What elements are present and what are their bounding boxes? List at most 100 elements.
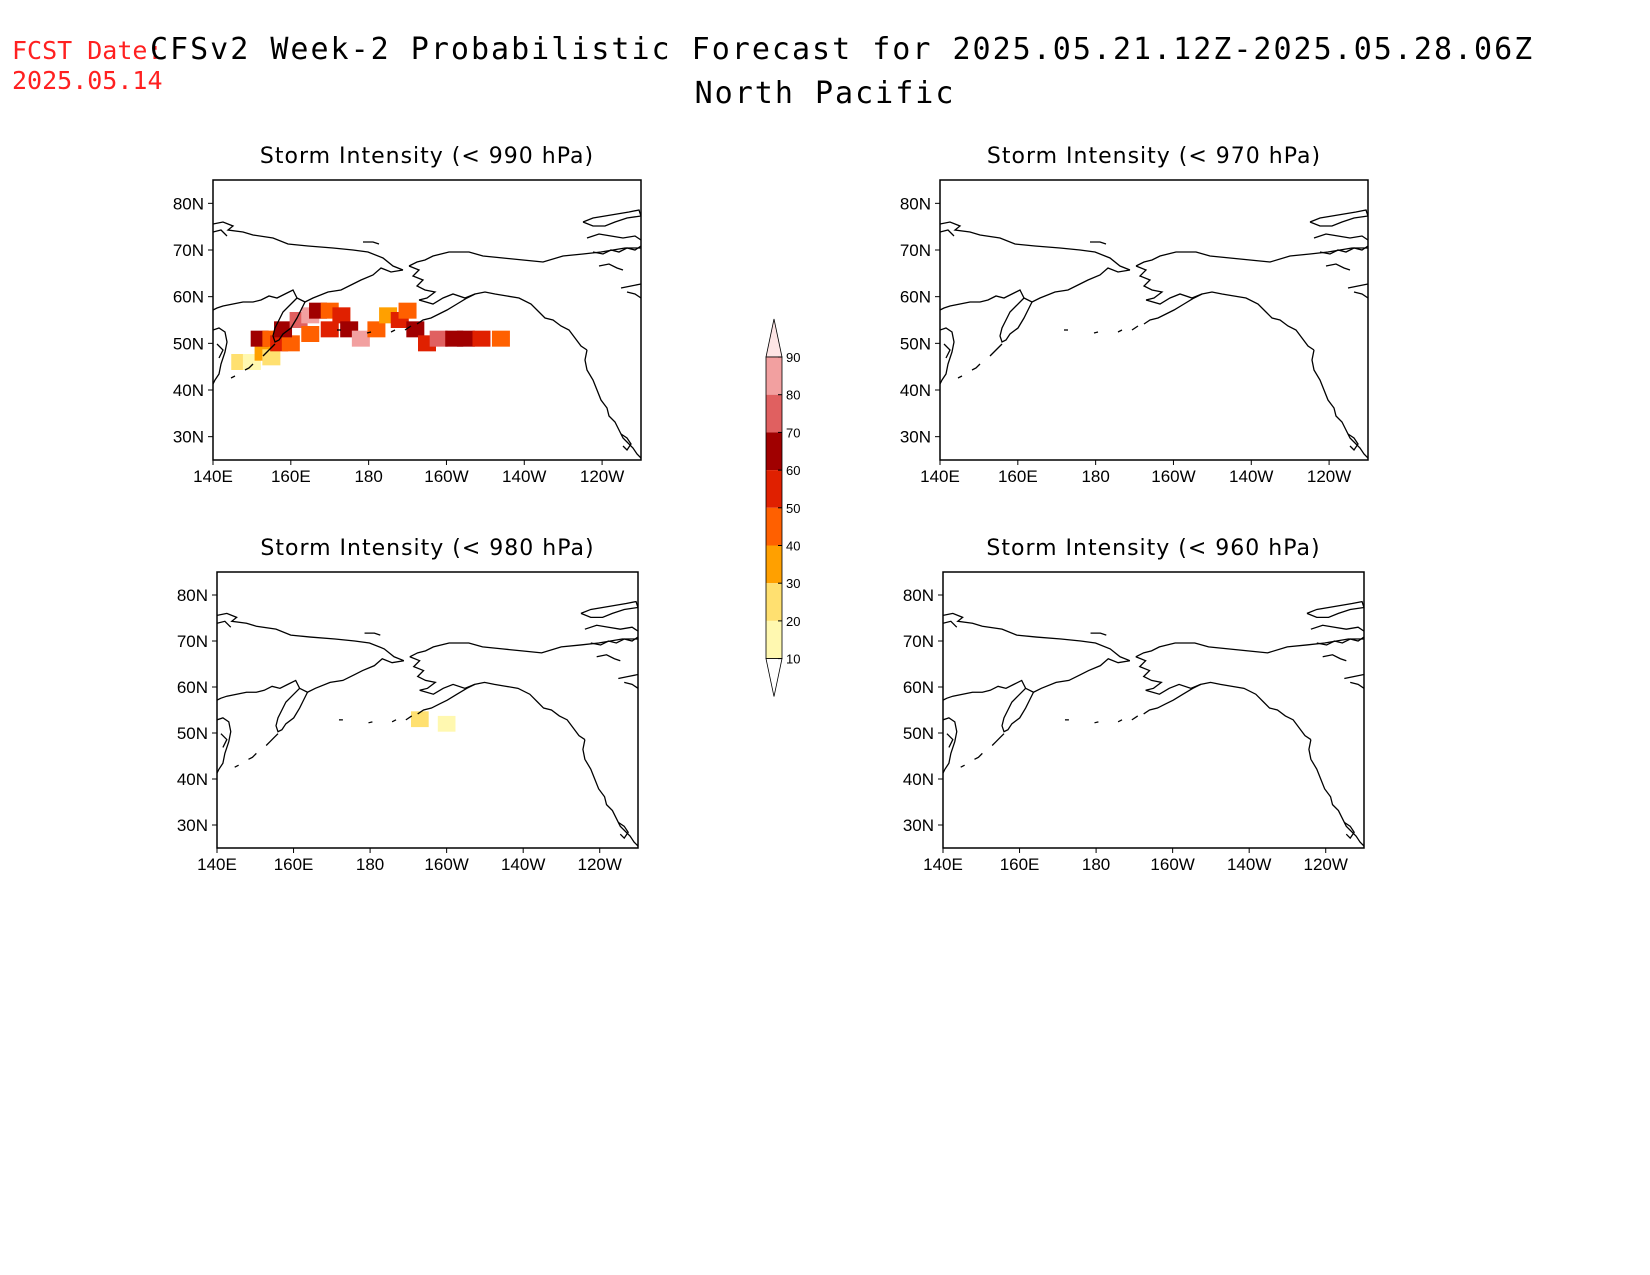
lat-tick-label: 30N — [173, 428, 204, 447]
lon-tick-label: 180 — [354, 467, 382, 486]
colorbar-swatch — [766, 394, 782, 433]
lat-tick-label: 80N — [903, 586, 934, 605]
lat-tick-label: 80N — [173, 194, 204, 213]
map-panel-p960: Storm Intensity (< 960 hPa) 140E 160E 180 16… — [903, 536, 1365, 874]
probability-cell — [472, 330, 491, 347]
colorbar-swatch — [766, 432, 782, 471]
lon-tick-label: 160W — [424, 855, 468, 874]
probability-cell — [398, 302, 417, 319]
colorbar-swatch — [766, 470, 782, 508]
lat-tick-label: 40N — [903, 770, 934, 789]
lat-tick-label: 60N — [173, 288, 204, 307]
lon-tick-label: 160E — [1000, 855, 1040, 874]
lon-tick-label: 140W — [1227, 855, 1271, 874]
lon-tick-label: 180 — [1082, 855, 1110, 874]
lon-tick-label: 120W — [580, 467, 624, 486]
lat-tick-label: 40N — [173, 381, 204, 400]
lon-tick-label: 140E — [923, 855, 963, 874]
probability-cell — [437, 715, 456, 732]
probability-cell — [491, 330, 510, 347]
probability-cell — [406, 321, 425, 338]
colorbar-label: 50 — [786, 501, 800, 516]
colorbar-label: 90 — [786, 350, 800, 365]
coastline — [940, 209, 1368, 459]
lat-tick-label: 70N — [900, 241, 931, 260]
map-frame — [212, 179, 642, 461]
lat-tick-label: 50N — [903, 724, 934, 743]
lon-tick-label: 140W — [1229, 467, 1273, 486]
panel-title: Storm Intensity (< 960 hPa) — [986, 536, 1320, 561]
main-title: CFSv2 Week-2 Probabilistic Forecast for … — [150, 32, 1535, 67]
probability-cell — [367, 321, 386, 338]
colorbar-label: 30 — [786, 576, 800, 591]
lat-tick-label: 60N — [903, 678, 934, 697]
forecast-date-label: FCST Date: — [12, 36, 163, 65]
lon-tick-label: 160E — [271, 467, 311, 486]
colorbar-label: 20 — [786, 614, 800, 629]
lat-tick-label: 50N — [173, 334, 204, 353]
lon-tick-label: 140W — [501, 855, 545, 874]
colorbar-swatch — [766, 583, 782, 621]
lat-tick-label: 30N — [900, 428, 931, 447]
lon-tick-label: 160E — [998, 467, 1038, 486]
lon-tick-label: 140E — [920, 467, 960, 486]
colorbar-swatch — [766, 545, 782, 584]
lon-tick-label: 140E — [197, 855, 237, 874]
colorbar-label: 60 — [786, 463, 800, 478]
probability-cell — [456, 330, 475, 347]
lat-tick-label: 30N — [903, 816, 934, 835]
lat-tick-label: 50N — [177, 724, 208, 743]
lat-tick-label: 60N — [177, 678, 208, 697]
lat-tick-label: 80N — [900, 194, 931, 213]
colorbar-label: 80 — [786, 388, 800, 403]
lon-tick-label: 160W — [1151, 467, 1195, 486]
lon-tick-label: 160W — [1150, 855, 1194, 874]
colorbar-swatch — [766, 507, 782, 546]
lat-tick-label: 30N — [177, 816, 208, 835]
probability-cell — [320, 321, 339, 338]
probability-cell — [410, 711, 429, 728]
lat-tick-label: 40N — [900, 381, 931, 400]
map-panel-p990: Storm Intensity (< 990 hPa) 140E 160E 180 16… — [173, 144, 642, 486]
map-panel-p970: Storm Intensity (< 970 hPa) 140E 160E 180 16… — [900, 144, 1369, 486]
lat-tick-label: 40N — [177, 770, 208, 789]
probability-cell — [351, 330, 370, 347]
colorbar-label: 10 — [786, 652, 800, 667]
region-subtitle: North Pacific — [694, 76, 956, 111]
lon-tick-label: 160W — [424, 467, 468, 486]
colorbar-swatch — [766, 357, 782, 395]
lon-tick-label: 140E — [193, 467, 233, 486]
lat-tick-label: 80N — [177, 586, 208, 605]
lon-tick-label: 120W — [1304, 855, 1348, 874]
lon-tick-label: 180 — [1081, 467, 1109, 486]
probability-cell — [301, 326, 320, 342]
probability-cell — [332, 307, 351, 324]
coastline — [943, 600, 1364, 847]
probability-cell — [429, 330, 448, 347]
map-panel-p980: Storm Intensity (< 980 hPa) 140E 160E 180 16… — [177, 536, 639, 874]
panel-title: Storm Intensity (< 990 hPa) — [260, 144, 594, 169]
map-frame — [942, 571, 1365, 849]
lat-tick-label: 60N — [900, 288, 931, 307]
lon-tick-label: 180 — [356, 855, 384, 874]
forecast-date-value: 2025.05.14 — [12, 66, 163, 95]
probability-cell — [274, 321, 293, 338]
lon-tick-label: 160E — [274, 855, 314, 874]
forecast-date-block: FCST Date: 2025.05.14 — [12, 36, 163, 96]
panel-title: Storm Intensity (< 970 hPa) — [987, 144, 1321, 169]
colorbar-bottom-cap — [765, 658, 783, 697]
probability-cell — [262, 349, 281, 366]
lat-tick-label: 70N — [177, 632, 208, 651]
map-frame — [939, 179, 1369, 461]
colorbar-label: 40 — [786, 539, 800, 554]
lat-tick-label: 70N — [903, 632, 934, 651]
panel-title: Storm Intensity (< 980 hPa) — [260, 536, 594, 561]
lat-tick-label: 50N — [900, 334, 931, 353]
lon-tick-label: 140W — [502, 467, 546, 486]
colorbar-top-cap — [765, 318, 783, 358]
lon-tick-label: 120W — [578, 855, 622, 874]
lon-tick-label: 120W — [1307, 467, 1351, 486]
colorbar-swatch — [766, 620, 782, 659]
colorbar: 90 80 70 60 50 40 30 20 10 — [765, 318, 800, 697]
